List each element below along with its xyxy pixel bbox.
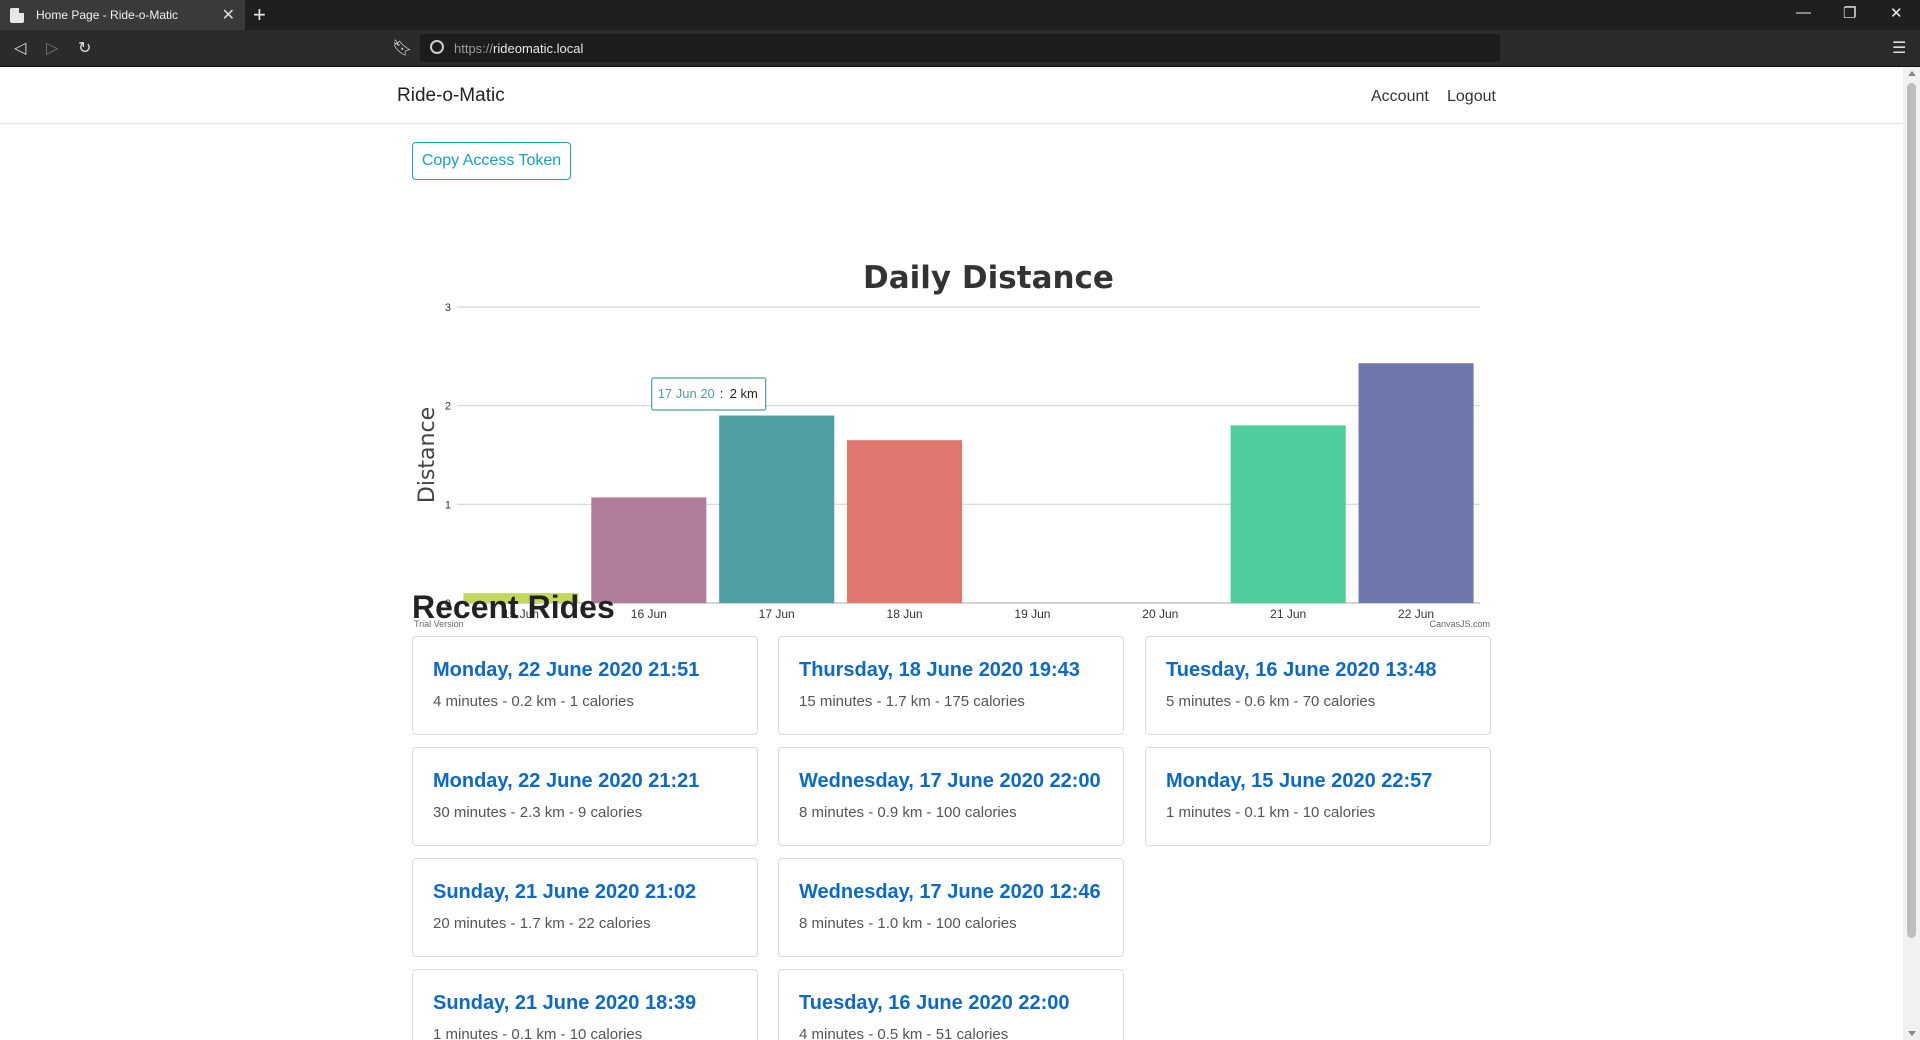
reload-icon[interactable]: ↻ <box>78 38 91 58</box>
page-icon <box>10 8 24 23</box>
ride-date-link[interactable]: Sunday, 21 June 2020 21:02 <box>433 881 696 904</box>
ride-stats: 4 minutes - 0.2 km - 1 calories <box>433 693 634 710</box>
tooltip-value: 2 km <box>730 386 758 401</box>
canvasjs-watermark: CanvasJS.com <box>1429 619 1490 629</box>
site-navbar: Ride-o-Matic Account Logout <box>0 67 1903 124</box>
close-tab-icon[interactable]: ✕ <box>222 5 235 25</box>
ride-card[interactable]: Monday, 22 June 2020 21:51 4 minutes - 0.… <box>412 636 758 735</box>
address-bar[interactable]: https://rideomatic.local <box>420 34 1500 62</box>
ride-date-link[interactable]: Thursday, 18 June 2020 19:43 <box>799 659 1080 682</box>
close-window-icon[interactable]: ✕ <box>1890 4 1903 22</box>
y-tick-label: 2 <box>445 401 451 413</box>
ride-date-link[interactable]: Monday, 22 June 2020 21:51 <box>433 659 699 682</box>
browser-tab-strip: Home Page - Ride-o-Matic ✕ + — ❐ ✕ <box>0 0 1920 30</box>
copy-access-token-button[interactable]: Copy Access Token <box>412 142 571 180</box>
ride-stats: 4 minutes - 0.5 km - 51 calories <box>799 1026 1008 1040</box>
ride-stats: 30 minutes - 2.3 km - 9 calories <box>433 804 642 821</box>
ride-card[interactable]: Sunday, 21 June 2020 18:39 1 minutes - 0.… <box>412 969 758 1040</box>
x-tick-label: 16 Jun <box>631 607 667 621</box>
bar <box>719 416 834 603</box>
ride-stats: 15 minutes - 1.7 km - 175 calories <box>799 693 1025 710</box>
restore-icon[interactable]: ❐ <box>1843 4 1856 22</box>
browser-toolbar: ◁ ▷ ↻ 🔖︎ https://rideomatic.local ☰ <box>0 30 1920 67</box>
site-info-icon[interactable] <box>430 40 444 54</box>
ride-date-link[interactable]: Tuesday, 16 June 2020 13:48 <box>1166 659 1437 682</box>
recent-rides-title: Recent Rides <box>412 589 615 626</box>
y-tick-label: 3 <box>445 302 451 314</box>
browser-tab[interactable]: Home Page - Ride-o-Matic ✕ <box>0 0 245 30</box>
scrollbar-thumb[interactable] <box>1907 83 1916 938</box>
ride-date-link[interactable]: Monday, 15 June 2020 22:57 <box>1166 770 1432 793</box>
account-link[interactable]: Account <box>1371 88 1429 106</box>
menu-icon[interactable]: ☰ <box>1892 38 1906 58</box>
x-tick-label: 18 Jun <box>887 607 923 621</box>
y-axis-label: Distance <box>415 407 440 503</box>
ride-date-link[interactable]: Monday, 22 June 2020 21:21 <box>433 770 699 793</box>
x-tick-label: 20 Jun <box>1142 607 1178 621</box>
logout-link[interactable]: Logout <box>1447 88 1496 106</box>
bar <box>1359 363 1474 603</box>
ride-card[interactable]: Monday, 15 June 2020 22:57 1 minutes - 0.… <box>1145 747 1491 846</box>
page: Ride-o-Matic Account Logout Copy Access … <box>0 67 1903 1040</box>
brand-link[interactable]: Ride-o-Matic <box>397 85 505 107</box>
ride-stats: 20 minutes - 1.7 km - 22 calories <box>433 915 651 932</box>
tab-title: Home Page - Ride-o-Matic <box>36 8 178 22</box>
chart-title: Daily Distance <box>863 260 1114 296</box>
bar <box>847 440 962 603</box>
ride-card[interactable]: Tuesday, 16 June 2020 13:48 5 minutes - 0… <box>1145 636 1491 735</box>
forward-icon[interactable]: ▷ <box>46 38 58 58</box>
ride-stats: 8 minutes - 1.0 km - 100 calories <box>799 915 1017 932</box>
minimize-icon[interactable]: — <box>1796 4 1811 21</box>
x-tick-label: 21 Jun <box>1270 607 1306 621</box>
ride-date-link[interactable]: Tuesday, 16 June 2020 22:00 <box>799 992 1070 1015</box>
x-tick-label: 19 Jun <box>1014 607 1050 621</box>
x-tick-label: 17 Jun <box>759 607 795 621</box>
ride-date-link[interactable]: Wednesday, 17 June 2020 22:00 <box>799 770 1101 793</box>
tooltip-label: 17 Jun 20 <box>658 386 715 401</box>
ride-stats: 1 minutes - 0.1 km - 10 calories <box>1166 804 1375 821</box>
ride-stats: 5 minutes - 0.6 km - 70 calories <box>1166 693 1375 710</box>
ride-card[interactable]: Wednesday, 17 June 2020 22:00 8 minutes -… <box>778 747 1124 846</box>
bookmark-icon[interactable]: 🔖︎ <box>392 38 412 58</box>
tooltip-separator: : <box>720 386 724 401</box>
ride-card[interactable]: Sunday, 21 June 2020 21:02 20 minutes - 1… <box>412 858 758 957</box>
bar <box>1231 425 1346 603</box>
bar <box>591 497 706 603</box>
new-tab-icon[interactable]: + <box>253 2 266 28</box>
y-tick-label: 1 <box>445 499 451 511</box>
scroll-up-icon[interactable] <box>1908 71 1916 76</box>
scroll-down-icon[interactable] <box>1908 1031 1916 1036</box>
back-icon[interactable]: ◁ <box>14 38 26 58</box>
ride-stats: 1 minutes - 0.1 km - 10 calories <box>433 1026 642 1040</box>
ride-card[interactable]: Tuesday, 16 June 2020 22:00 4 minutes - 0… <box>778 969 1124 1040</box>
ride-card[interactable]: Monday, 22 June 2020 21:21 30 minutes - 2… <box>412 747 758 846</box>
ride-date-link[interactable]: Wednesday, 17 June 2020 12:46 <box>799 881 1101 904</box>
url-text: https://rideomatic.local <box>454 41 583 56</box>
page-scrollbar[interactable] <box>1903 67 1920 1040</box>
ride-card[interactable]: Wednesday, 17 June 2020 12:46 8 minutes -… <box>778 858 1124 957</box>
ride-card[interactable]: Thursday, 18 June 2020 19:43 15 minutes -… <box>778 636 1124 735</box>
ride-date-link[interactable]: Sunday, 21 June 2020 18:39 <box>433 992 696 1015</box>
ride-stats: 8 minutes - 0.9 km - 100 calories <box>799 804 1017 821</box>
